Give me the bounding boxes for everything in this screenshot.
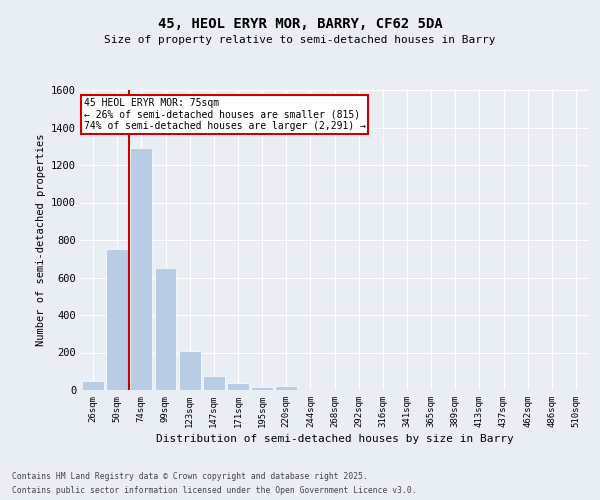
Bar (130, 148, 152, 390)
Y-axis label: Number of semi-detached properties: Number of semi-detached properties (35, 134, 46, 346)
Bar (227, 384, 249, 390)
Text: Contains public sector information licensed under the Open Government Licence v3: Contains public sector information licen… (12, 486, 416, 495)
Text: 45 HEOL ERYR MOR: 75sqm
← 26% of semi-detached houses are smaller (815)
74% of s: 45 HEOL ERYR MOR: 75sqm ← 26% of semi-de… (83, 98, 365, 130)
Bar (106, 250, 128, 390)
Text: 45, HEOL ERYR MOR, BARRY, CF62 5DA: 45, HEOL ERYR MOR, BARRY, CF62 5DA (158, 18, 442, 32)
X-axis label: Distribution of semi-detached houses by size in Barry: Distribution of semi-detached houses by … (155, 434, 514, 444)
Bar (251, 387, 273, 390)
Bar (275, 386, 297, 390)
Text: Size of property relative to semi-detached houses in Barry: Size of property relative to semi-detach… (104, 35, 496, 45)
Bar (203, 376, 224, 390)
Bar (155, 268, 176, 390)
Bar (179, 350, 200, 390)
Text: Contains HM Land Registry data © Crown copyright and database right 2025.: Contains HM Land Registry data © Crown c… (12, 472, 368, 481)
Bar (82, 380, 104, 390)
